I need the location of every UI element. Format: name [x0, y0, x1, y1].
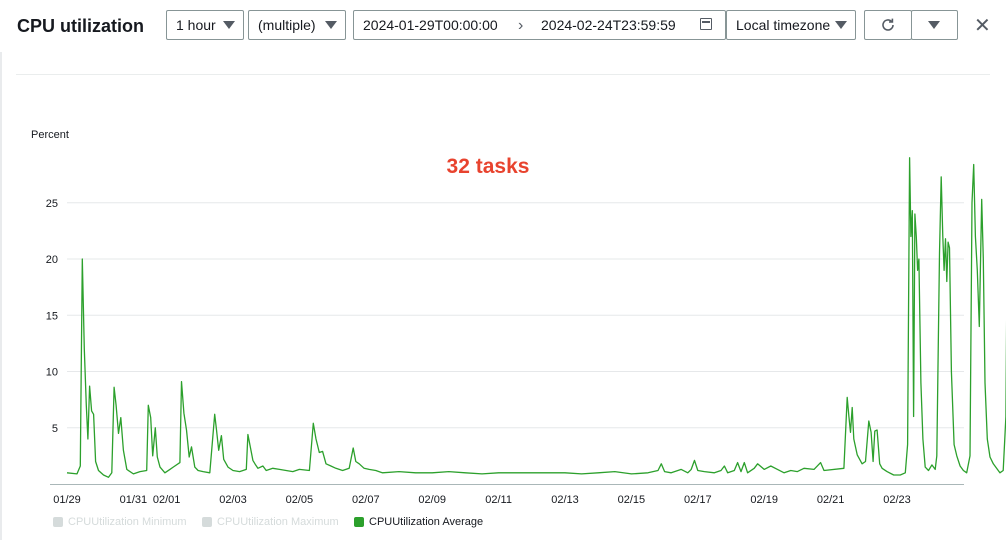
x-tick-label: 02/11: [485, 494, 512, 506]
legend-swatch: [202, 517, 212, 527]
x-tick-label: 02/09: [418, 494, 446, 506]
refresh-button[interactable]: [864, 10, 912, 40]
legend-label: CPUUtilization Maximum: [217, 516, 339, 528]
refresh-icon: [882, 18, 894, 31]
grid-lines: [50, 202, 964, 485]
y-tick-label: 5: [52, 423, 58, 435]
y-axis-label: Percent: [31, 129, 69, 141]
caret-down-icon: [325, 21, 337, 29]
x-tick-label: 01/29: [53, 494, 81, 506]
caret-down-icon: [835, 21, 847, 29]
timezone-select[interactable]: Local timezone: [726, 10, 856, 40]
x-tick-label: 02/15: [618, 494, 646, 506]
y-tick-label: 15: [46, 310, 58, 322]
x-tick-label: 02/03: [219, 494, 247, 506]
chevron-right-icon: ›: [518, 17, 524, 34]
caret-down-icon: [928, 21, 940, 29]
x-tick-label: 02/13: [551, 494, 579, 506]
x-tick-label: 02/23: [883, 494, 911, 506]
header-divider: [16, 74, 990, 75]
x-tick-label: 02/07: [352, 494, 380, 506]
period-select[interactable]: 1 hour: [166, 10, 244, 40]
period-value: 1 hour: [176, 17, 216, 33]
cpu-average-line: [66, 157, 1006, 478]
panel-edge: [0, 52, 2, 540]
chart-annotation: 32 tasks: [447, 155, 530, 178]
date-range-picker[interactable]: 2024-01-29T00:00:00 › 2024-02-24T23:59:5…: [353, 10, 726, 40]
legend-item-average[interactable]: CPUUtilization Average: [354, 516, 483, 528]
close-icon[interactable]: ✕: [974, 15, 991, 37]
x-tick-label: 02/21: [817, 494, 845, 506]
x-tick-labels: 01/29 01/31 02/01 02/03 02/05 02/07 02/09 02/11…: [53, 494, 911, 506]
start-date[interactable]: 2024-01-29T00:00:00: [363, 17, 498, 33]
x-tick-label: 02/17: [684, 494, 712, 506]
timezone-value: Local timezone: [736, 17, 831, 33]
refresh-options-button[interactable]: [911, 10, 958, 40]
widget-header: CPU utilization 1 hour (multiple) 2024-0…: [0, 0, 1006, 52]
y-tick-label: 25: [46, 198, 58, 210]
calendar-icon[interactable]: [700, 18, 712, 30]
x-tick-label: 02/05: [286, 494, 314, 506]
widget-title: CPU utilization: [17, 16, 144, 36]
statistic-select[interactable]: (multiple): [248, 10, 346, 40]
legend-swatch: [354, 517, 364, 527]
legend-item-maximum[interactable]: CPUUtilization Maximum: [202, 516, 339, 528]
legend-item-minimum[interactable]: CPUUtilization Minimum: [53, 516, 187, 528]
y-tick-label: 10: [46, 367, 58, 379]
caret-down-icon: [223, 21, 235, 29]
legend-label: CPUUtilization Average: [369, 516, 484, 528]
statistic-value: (multiple): [258, 17, 316, 33]
end-date[interactable]: 2024-02-24T23:59:59: [541, 17, 676, 33]
legend-swatch: [53, 517, 63, 527]
y-tick-label: 20: [46, 254, 58, 266]
y-tick-labels: 5 10 15 20 25: [46, 198, 58, 435]
x-tick-label: 02/19: [750, 494, 778, 506]
x-tick-label: 02/01: [153, 494, 181, 506]
legend-label: CPUUtilization Minimum: [68, 516, 187, 528]
x-tick-label: 01/31: [120, 494, 148, 506]
